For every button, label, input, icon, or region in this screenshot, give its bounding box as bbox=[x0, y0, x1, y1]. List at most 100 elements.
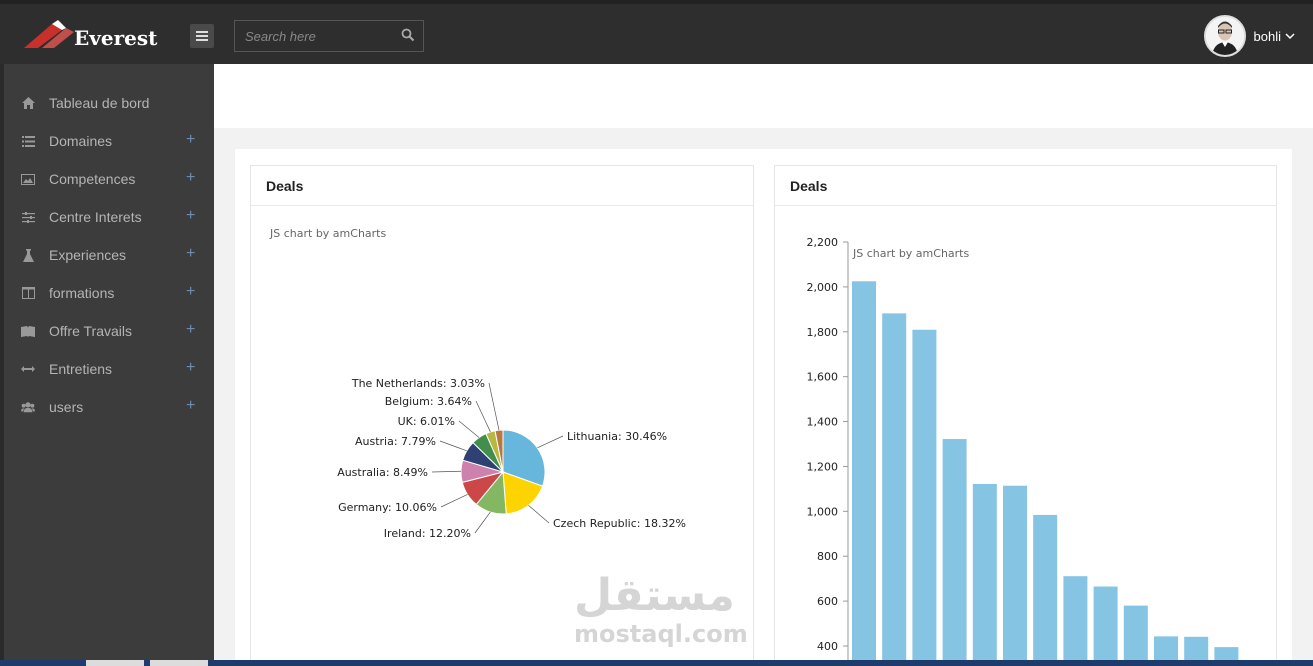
home-icon bbox=[21, 96, 35, 110]
y-tick-label: 2,000 bbox=[807, 281, 839, 294]
bar[interactable] bbox=[1123, 605, 1148, 665]
plus-icon[interactable]: + bbox=[186, 359, 196, 376]
sidebar-nav: Tableau de bord Domaines + Competences +… bbox=[4, 64, 214, 426]
plus-icon[interactable]: + bbox=[186, 131, 196, 148]
image-icon bbox=[21, 172, 35, 186]
bar[interactable] bbox=[882, 313, 907, 665]
arrows-h-icon bbox=[21, 362, 35, 376]
y-tick-label: 1,000 bbox=[807, 505, 839, 518]
card-title: Deals bbox=[775, 166, 1276, 206]
bar[interactable] bbox=[942, 439, 967, 665]
book-icon bbox=[21, 324, 35, 338]
sidebar-item-formations[interactable]: formations + bbox=[4, 274, 214, 312]
sliders-icon bbox=[21, 210, 35, 224]
plus-icon[interactable]: + bbox=[186, 207, 196, 224]
y-tick-label: 2,200 bbox=[807, 236, 839, 249]
avatar[interactable] bbox=[1203, 15, 1246, 57]
pie-slice[interactable] bbox=[494, 429, 504, 473]
pie-slice[interactable] bbox=[502, 471, 544, 515]
sidebar-item-label: users bbox=[49, 399, 84, 415]
y-tick-label: 1,200 bbox=[807, 460, 839, 473]
user-menu[interactable]: bohli bbox=[1203, 14, 1295, 58]
pie-label: Czech Republic: 18.32% bbox=[553, 517, 686, 530]
deals-bar-card: Deals JS chart by amCharts 400 600 800 1,00… bbox=[774, 165, 1277, 666]
pie-label-line bbox=[528, 505, 550, 524]
search-input[interactable] bbox=[235, 21, 395, 51]
bar[interactable] bbox=[1003, 485, 1027, 665]
bar[interactable] bbox=[1063, 576, 1088, 665]
bar[interactable] bbox=[972, 483, 997, 665]
sidebar-item-label: Centre Interets bbox=[49, 209, 142, 225]
taskbar bbox=[0, 660, 1313, 666]
taskbar-tab[interactable] bbox=[86, 660, 144, 666]
pie-label-line bbox=[475, 400, 491, 433]
sidebar-item-label: Experiences bbox=[49, 247, 127, 263]
sidebar-item-entretiens[interactable]: Entretiens + bbox=[4, 350, 214, 388]
pie-label-line bbox=[474, 511, 491, 534]
card-title: Deals bbox=[251, 166, 753, 206]
search-button[interactable] bbox=[401, 28, 417, 44]
top-navbar: Everest bohli bbox=[0, 0, 1313, 64]
sidebar-item-competences[interactable]: Competences + bbox=[4, 160, 214, 198]
amcharts-credit-link[interactable]: JS chart by amCharts bbox=[270, 227, 387, 240]
bar[interactable] bbox=[1093, 586, 1118, 665]
plus-icon[interactable]: + bbox=[186, 169, 196, 186]
plus-icon[interactable]: + bbox=[186, 283, 196, 300]
plus-icon[interactable]: + bbox=[186, 397, 196, 414]
sidebar: Tableau de bord Domaines + Competences +… bbox=[0, 64, 214, 666]
pie-label-line bbox=[537, 435, 564, 449]
list-icon bbox=[21, 134, 35, 148]
sidebar-item-users[interactable]: users + bbox=[4, 388, 214, 426]
bar[interactable] bbox=[852, 281, 876, 665]
pie-label-line bbox=[488, 382, 500, 431]
pie-label: Germany: 10.06% bbox=[338, 501, 437, 514]
hamburger-icon bbox=[196, 31, 208, 41]
watermark-arabic: مستقل bbox=[574, 570, 735, 621]
pie-label: Lithuania: 30.46% bbox=[567, 430, 667, 443]
y-tick-label: 1,600 bbox=[807, 371, 839, 384]
search-box bbox=[234, 20, 424, 52]
chevron-down-icon[interactable] bbox=[1285, 31, 1295, 41]
menu-toggle-button[interactable] bbox=[190, 24, 214, 48]
watermark: مستقل mostaql.com bbox=[570, 570, 748, 655]
y-tick-label: 400 bbox=[817, 640, 838, 653]
sidebar-item-label: Offre Travails bbox=[49, 323, 132, 339]
pie-label-line bbox=[439, 440, 467, 452]
pie-label: Ireland: 12.20% bbox=[384, 527, 471, 540]
pie-slice[interactable] bbox=[502, 429, 546, 487]
page-header bbox=[214, 64, 1313, 128]
y-tick-label: 800 bbox=[817, 550, 838, 563]
sidebar-item-offre-travails[interactable]: Offre Travails + bbox=[4, 312, 214, 350]
pie-chart: Lithuania: 30.46% Czech Republic: 18.32% I… bbox=[337, 377, 686, 540]
mountain-logo-icon bbox=[24, 20, 74, 48]
plus-icon[interactable]: + bbox=[186, 321, 196, 338]
y-tick-label: 1,400 bbox=[807, 416, 839, 429]
pie-label-line bbox=[440, 494, 468, 508]
sidebar-item-centre-interets[interactable]: Centre Interets + bbox=[4, 198, 214, 236]
pie-label: Belgium: 3.64% bbox=[385, 395, 472, 408]
pie-label-line bbox=[431, 470, 462, 473]
sidebar-item-label: formations bbox=[49, 285, 115, 301]
plus-icon[interactable]: + bbox=[186, 245, 196, 262]
search-icon bbox=[401, 28, 415, 42]
deals-pie-card: Deals JS chart by amCharts Lithuania: 30… bbox=[250, 165, 754, 666]
bar[interactable] bbox=[1033, 514, 1058, 665]
amcharts-credit-link[interactable]: JS chart by amCharts bbox=[853, 247, 970, 260]
sidebar-item-label: Competences bbox=[49, 171, 136, 187]
pie-label: Australia: 8.49% bbox=[337, 466, 428, 479]
brand-name: Everest bbox=[74, 26, 158, 50]
user-photo-icon bbox=[1205, 17, 1244, 55]
taskbar-tab[interactable] bbox=[150, 660, 208, 666]
pie-label-line bbox=[458, 420, 480, 438]
sidebar-item-label: Domaines bbox=[49, 133, 113, 149]
columns-icon bbox=[21, 286, 35, 300]
bar[interactable] bbox=[912, 329, 937, 665]
user-name[interactable]: bohli bbox=[1253, 28, 1281, 44]
sidebar-item-tableau-de-bord[interactable]: Tableau de bord bbox=[4, 84, 214, 122]
y-tick-label: 600 bbox=[817, 595, 838, 608]
sidebar-item-experiences[interactable]: Experiences + bbox=[4, 236, 214, 274]
brand-logo[interactable]: Everest bbox=[22, 18, 162, 54]
sidebar-item-domaines[interactable]: Domaines + bbox=[4, 122, 214, 160]
y-tick-label: 1,800 bbox=[807, 326, 839, 339]
pie-label: Austria: 7.79% bbox=[355, 435, 436, 448]
